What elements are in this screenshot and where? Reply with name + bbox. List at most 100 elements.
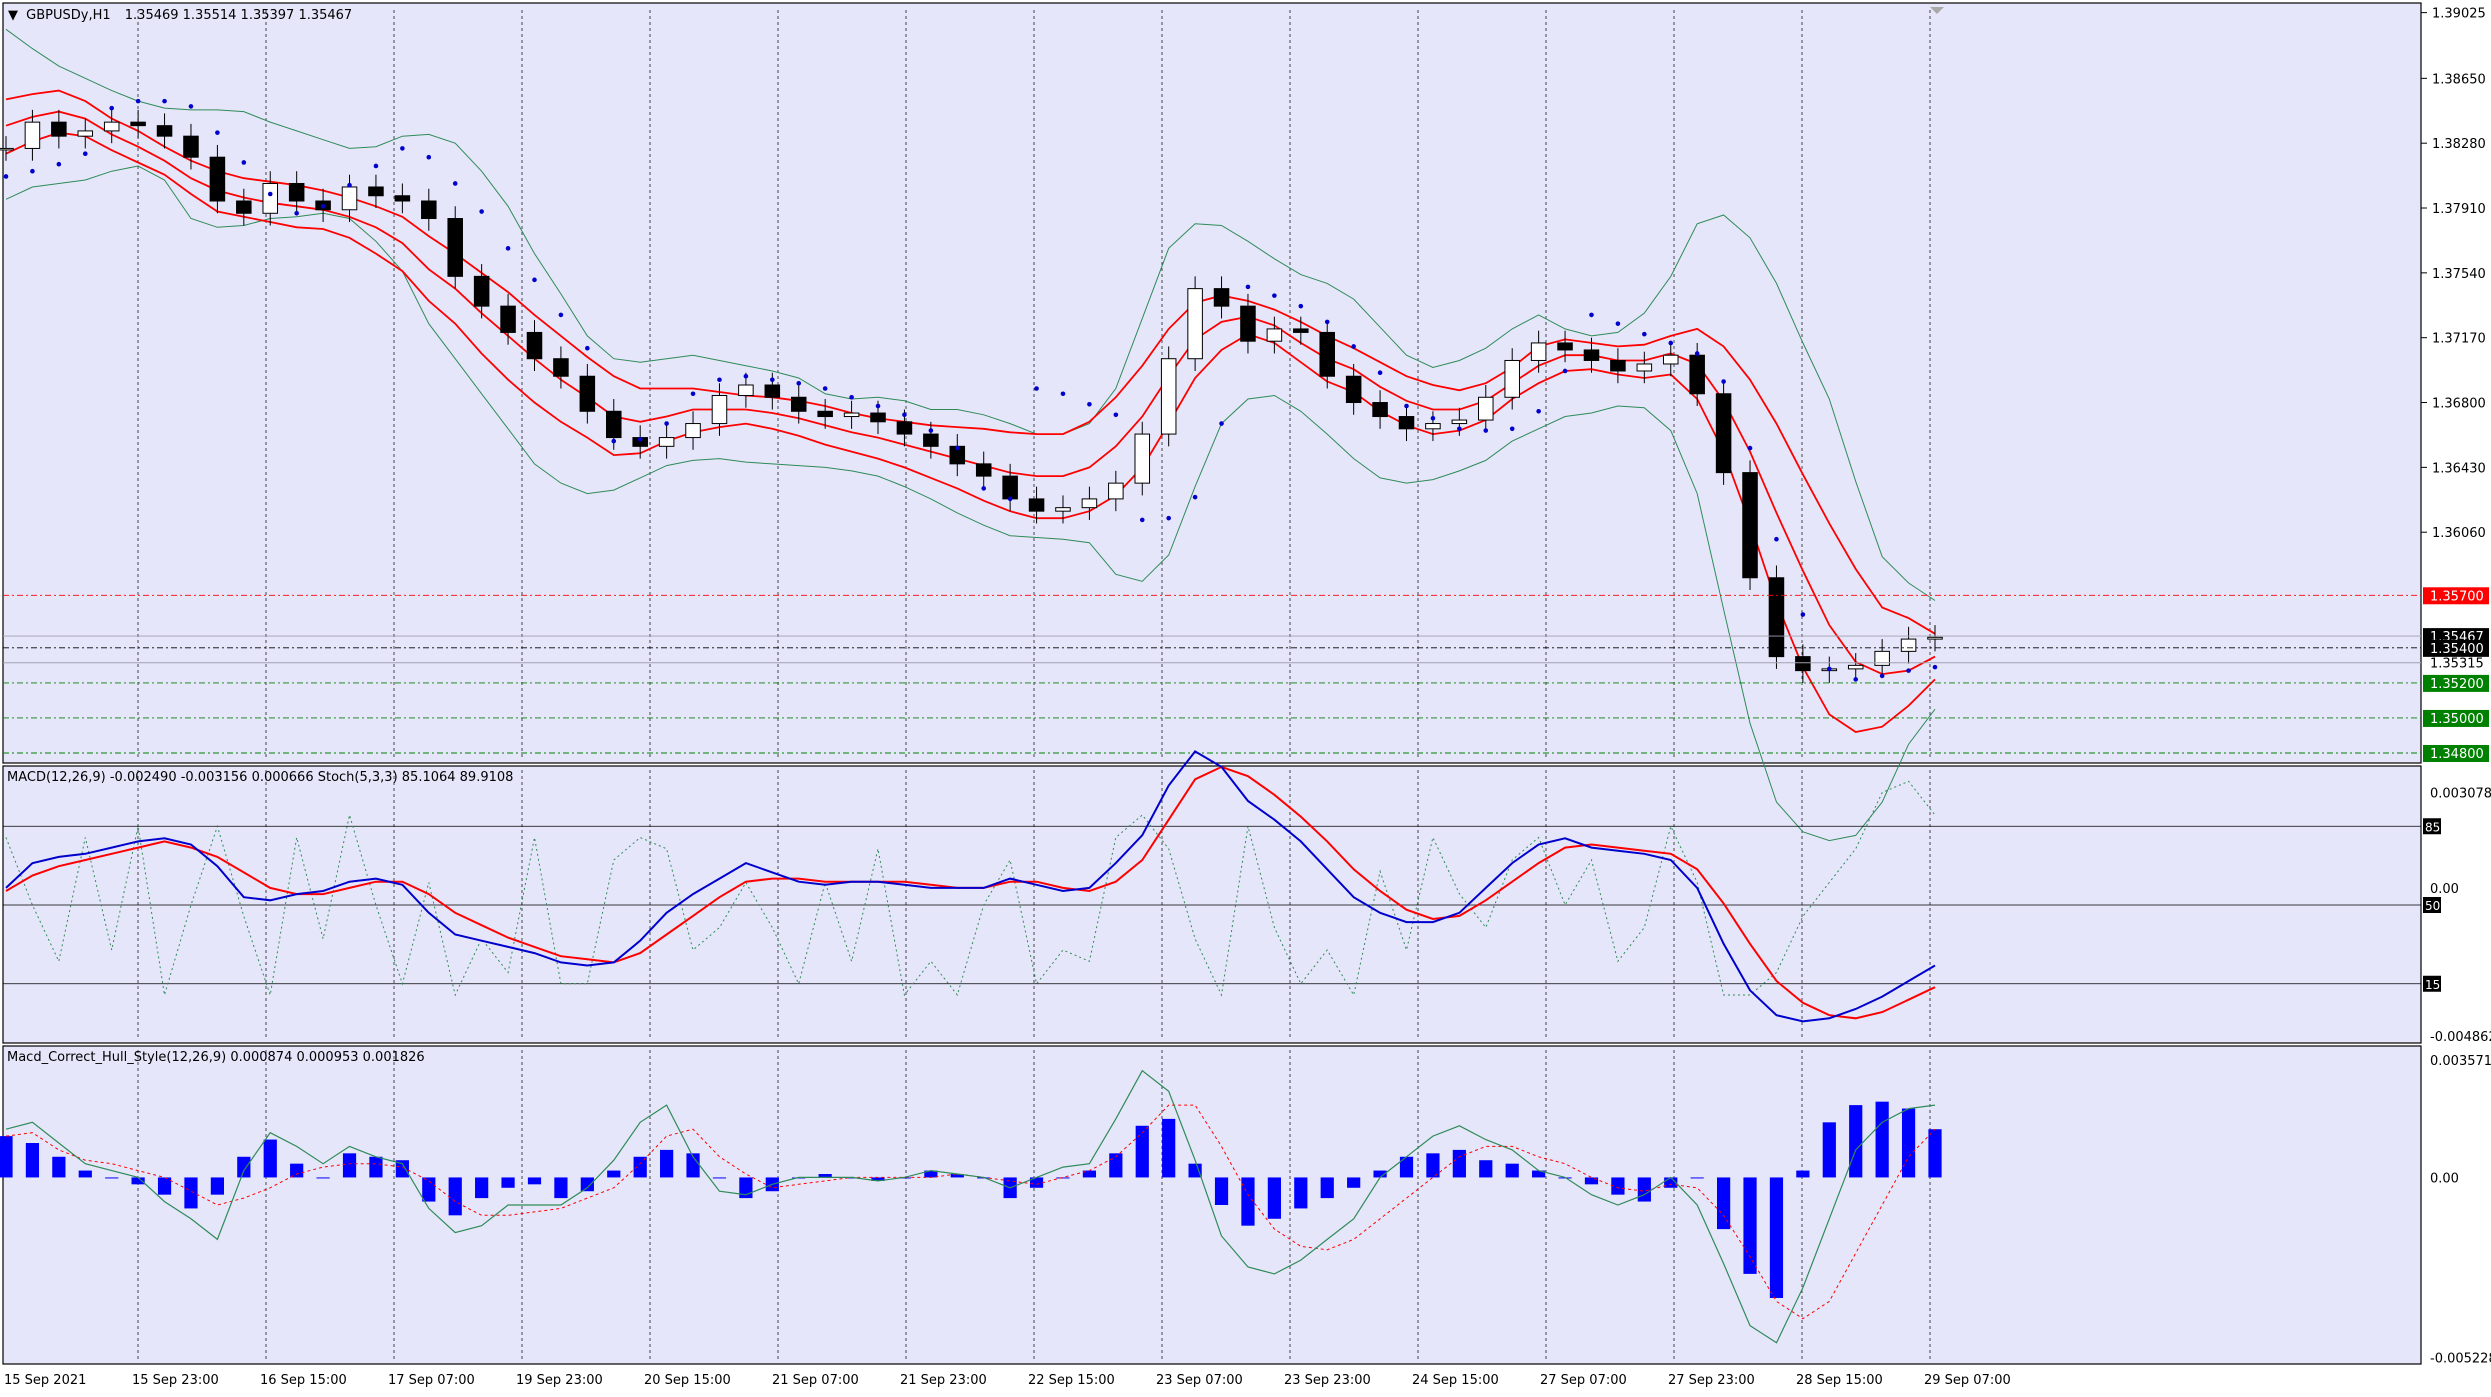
time-tick-label: 24 Sep 15:00	[1412, 1373, 1499, 1388]
macd-panel[interactable]	[2, 765, 2422, 1044]
hull-histogram-bar	[1611, 1177, 1625, 1195]
candle-body	[1398, 416, 1415, 430]
hull-histogram-bar	[1399, 1156, 1414, 1178]
price-tick-label: 1.37170	[2432, 332, 2486, 347]
candle-body	[1108, 482, 1124, 500]
parabolic-sar-dot	[1324, 319, 1330, 325]
hull-histogram-bar	[1479, 1160, 1493, 1178]
price-tick-label: 1.38650	[2432, 72, 2486, 87]
macd-main-line	[5, 750, 1936, 1023]
stoch-level-label: 15	[2425, 978, 2440, 992]
parabolic-sar-dot	[1351, 344, 1356, 349]
parabolic-sar-dot	[162, 98, 167, 104]
candle-body	[1715, 393, 1732, 474]
stoch-level-tag	[2423, 897, 2441, 913]
hull-histogram-bar	[1769, 1177, 1784, 1298]
hull-panel[interactable]	[2, 1045, 2422, 1365]
candle-body	[1847, 664, 1864, 670]
parabolic-sar-dot	[56, 161, 62, 167]
hull-histogram-bar	[0, 1136, 13, 1178]
hull-histogram-bar	[25, 1143, 40, 1178]
hull-tick-label: 0.003571	[2430, 1054, 2491, 1069]
parabolic-sar-dot	[717, 377, 722, 383]
parabolic-sar-dot	[1589, 312, 1594, 318]
candle-body	[1689, 354, 1705, 395]
hull-histogram-bar	[1849, 1105, 1863, 1178]
parabolic-sar-dot	[1113, 412, 1119, 418]
candle-body	[1187, 288, 1203, 360]
macd-title: MACD(12,26,9) -0.002490 -0.003156 0.0006…	[7, 770, 513, 785]
parabolic-sar-dot	[1800, 612, 1806, 617]
hull-histogram-bar	[1664, 1177, 1678, 1188]
hull-histogram-bar	[1294, 1177, 1308, 1209]
candle-body	[526, 331, 543, 360]
candle-body	[1240, 305, 1256, 342]
candle-body	[1293, 328, 1309, 333]
hull-histogram-bar	[1029, 1177, 1044, 1188]
parabolic-sar-dot	[928, 428, 934, 433]
candle-body	[1345, 375, 1362, 404]
parabolic-sar-dot	[664, 421, 669, 426]
parabolic-sar-dot	[1219, 421, 1224, 426]
hull-tick-label: 0.00	[2430, 1171, 2459, 1186]
parabolic-sar-dot	[1272, 293, 1277, 298]
hull-histogram-bar	[131, 1177, 145, 1185]
parabolic-sar-dot	[505, 246, 511, 251]
parabolic-sar-dot	[373, 163, 379, 169]
envelope-ma-mid-line	[5, 110, 1936, 676]
hull-histogram-bar	[1426, 1153, 1440, 1178]
hull-histogram-bar	[475, 1177, 489, 1199]
hull-histogram-bar	[78, 1170, 92, 1178]
parabolic-sar-dot	[1906, 668, 1911, 673]
candle-body	[1583, 349, 1600, 361]
bollinger-upper-line	[5, 28, 1936, 601]
parabolic-sar-dot	[637, 437, 643, 442]
time-tick-label: 17 Sep 07:00	[388, 1373, 475, 1388]
parabolic-sar-dot	[1879, 673, 1885, 679]
candle-body	[447, 218, 463, 277]
shift-marker-icon[interactable]	[1930, 7, 1944, 14]
candle-body	[1768, 577, 1785, 658]
parabolic-sar-dot	[188, 104, 194, 109]
main-panel[interactable]	[2, 2, 2422, 764]
hull-histogram-bar	[1373, 1170, 1387, 1178]
candle-body	[236, 200, 252, 214]
price-tick-label: 1.36430	[2432, 461, 2486, 476]
hull-histogram-bar	[950, 1174, 964, 1178]
hull-histogram-bar	[52, 1156, 66, 1178]
candle-body	[738, 384, 754, 397]
candle-body	[1055, 507, 1071, 512]
stoch-level-label: 85	[2425, 820, 2440, 834]
candle-body	[1425, 423, 1441, 430]
candle-body	[130, 121, 146, 127]
candle-body	[711, 395, 728, 425]
hull-histogram-bar	[395, 1160, 409, 1178]
candle-body	[1610, 359, 1626, 372]
hull-histogram-bar	[342, 1153, 357, 1178]
hull-histogram-bar	[1320, 1177, 1334, 1199]
title-arrow: ▼	[8, 8, 18, 23]
symbol-label: GBPUSDy,H1	[26, 8, 110, 23]
candle-body	[1504, 359, 1520, 398]
candle-body	[817, 410, 833, 418]
hull-histogram-bar	[1716, 1177, 1731, 1230]
hull-histogram-bar	[422, 1177, 436, 1202]
candle-body	[1372, 402, 1388, 418]
hull-histogram-bar	[660, 1149, 674, 1178]
parabolic-sar-dot	[532, 277, 537, 283]
parabolic-sar-dot	[82, 151, 88, 156]
candle-body	[658, 437, 675, 447]
candle-body	[1662, 354, 1679, 365]
hull-histogram-bar	[1188, 1163, 1202, 1178]
candle-body	[1874, 650, 1890, 666]
hull-histogram-bar	[290, 1163, 304, 1178]
hull-histogram-bar	[263, 1139, 277, 1178]
hull-histogram-bar	[527, 1177, 542, 1185]
parabolic-sar-dot	[1642, 331, 1647, 337]
time-tick-label: 21 Sep 23:00	[900, 1373, 987, 1388]
parabolic-sar-dot	[1509, 426, 1515, 432]
time-tick-label: 29 Sep 07:00	[1924, 1373, 2011, 1388]
time-tick-label: 22 Sep 15:00	[1028, 1373, 1115, 1388]
time-tick-label: 23 Sep 23:00	[1284, 1373, 1371, 1388]
